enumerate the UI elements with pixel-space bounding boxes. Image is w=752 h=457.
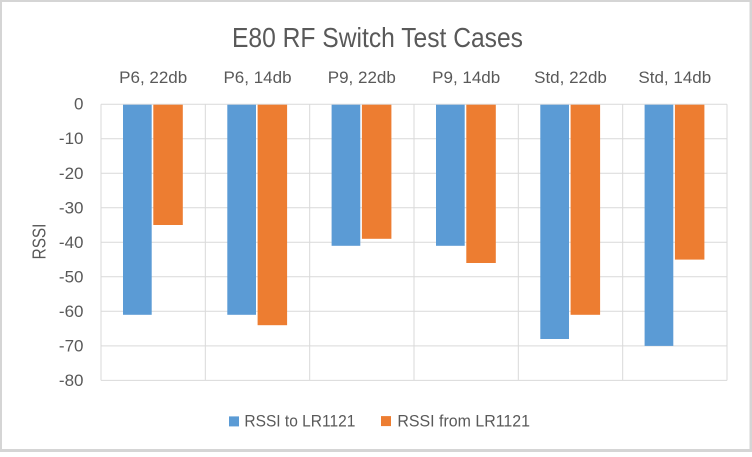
svg-text:E80 RF Switch Test Cases: E80 RF Switch Test Cases xyxy=(232,22,523,53)
svg-text:-60: -60 xyxy=(59,302,84,321)
svg-text:-80: -80 xyxy=(59,371,84,390)
svg-text:P9, 14db: P9, 14db xyxy=(432,68,500,87)
svg-text:-70: -70 xyxy=(59,336,84,355)
svg-text:Std, 14db: Std, 14db xyxy=(638,68,711,87)
svg-text:-10: -10 xyxy=(59,129,84,148)
svg-text:P9, 22db: P9, 22db xyxy=(328,68,396,87)
svg-text:RSSI from LR1121: RSSI from LR1121 xyxy=(397,412,530,431)
svg-text:0: 0 xyxy=(74,95,83,114)
svg-text:-30: -30 xyxy=(59,198,84,217)
svg-text:P6, 22db: P6, 22db xyxy=(119,68,187,87)
svg-text:P6, 14db: P6, 14db xyxy=(223,68,291,87)
svg-text:-40: -40 xyxy=(59,233,84,252)
svg-text:-20: -20 xyxy=(59,164,84,183)
svg-text:RSSI to LR1121: RSSI to LR1121 xyxy=(244,412,355,431)
svg-text:Std, 22db: Std, 22db xyxy=(534,68,607,87)
svg-text:-50: -50 xyxy=(59,267,84,286)
svg-text:RSSI: RSSI xyxy=(30,224,50,260)
